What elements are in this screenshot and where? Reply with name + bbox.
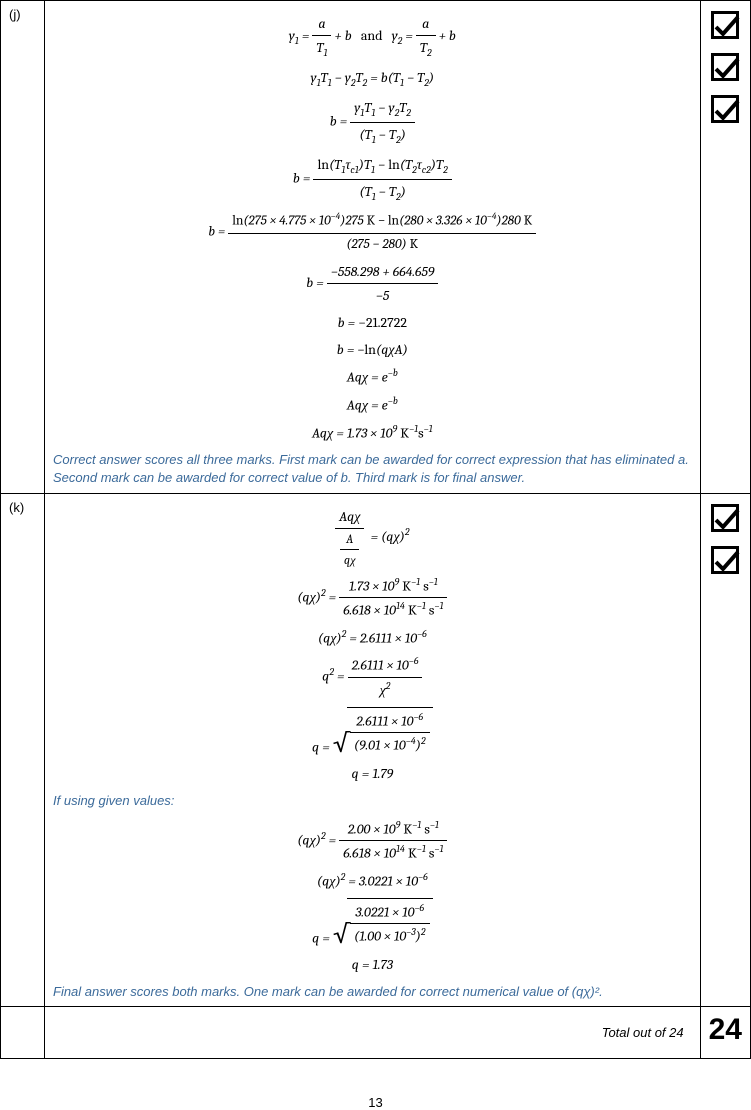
eq-j-2: y1T1 − y2T2 = b(T1 − T2) [53,67,692,91]
eq-j-4: b = ln(T1τc1)T1 − ln(T2τc2)T2 (T1 − T2) [53,154,692,205]
marks-k [700,493,750,1007]
eq-j-7: b = −21.2722 [53,312,692,333]
marks-j [700,1,750,494]
eq-j-10: Aqχ = e−b [53,394,692,416]
part-label-j: (j) [1,1,45,494]
eq-k-10: q = 1.73 [53,954,692,975]
total-empty-part [1,1007,45,1059]
eq-k-9: q = √ 3.0221 × 10−6 (1.00 × 10−3)2 [53,898,692,948]
given-values-label: If using given values: [53,792,692,810]
content-k: Aqχ A qχ = (qχ)2 (qχ)2 = 1.73 × 109 K−1 … [45,493,701,1007]
eq-j-5: b = ln(275 × 4.775 × 10−4)275 K − ln(280… [53,210,692,255]
check-icon [711,546,739,574]
eq-k-5: q = √ 2.6111 × 10−6 (9.01 × 10−4)2 [53,707,692,757]
eq-j-6: b = −558.298 + 664.659 −5 [53,261,692,306]
eq-j-1: y1 = aT1 + b and y2 = aT2 + b [53,13,692,61]
eq-k-7: (qχ)2 = 2.00 × 109 K−1 s−1 6.618 × 1014 … [53,818,692,864]
comment-j: Correct answer scores all three marks. F… [53,451,692,486]
eq-k-3: (qχ)2 = 2.6111 × 10−6 [53,627,692,649]
page-number: 13 [0,1095,751,1110]
mark-scheme-table: (j) y1 = aT1 + b and y2 = aT2 + b y1T1 −… [0,0,751,1059]
eq-k-6: q = 1.79 [53,763,692,784]
part-label-k: (k) [1,493,45,1007]
eq-k-8: (qχ)2 = 3.0221 × 10−6 [53,870,692,892]
eq-k-2: (qχ)2 = 1.73 × 109 K−1 s−1 6.618 × 1014 … [53,575,692,621]
content-j: y1 = aT1 + b and y2 = aT2 + b y1T1 − y2T… [45,1,701,494]
check-icon [711,53,739,81]
row-k: (k) Aqχ A qχ = (qχ)2 (qχ)2 = 1.73 × 109 … [1,493,751,1007]
row-j: (j) y1 = aT1 + b and y2 = aT2 + b y1T1 −… [1,1,751,494]
eq-j-3: b = y1T1 − y2T2 (T1 − T2) [53,97,692,148]
eq-k-4: q2 = 2.6111 × 10−6 χ2 [53,654,692,700]
eq-j-11: Aqχ = 1.73 × 109 K−1s−1 [53,422,692,444]
total-label-cell: Total out of 24 [45,1007,701,1059]
total-value: 24 [700,1007,750,1059]
comment-k: Final answer scores both marks. One mark… [53,983,692,1001]
check-icon [711,504,739,532]
eq-j-9: Aqχ = e−b [53,366,692,388]
check-icon [711,11,739,39]
check-icon [711,95,739,123]
row-total: Total out of 24 24 [1,1007,751,1059]
eq-k-1: Aqχ A qχ = (qχ)2 [53,506,692,569]
eq-j-8: b = −ln(qχA) [53,339,692,360]
total-label: Total out of 24 [602,1025,684,1040]
